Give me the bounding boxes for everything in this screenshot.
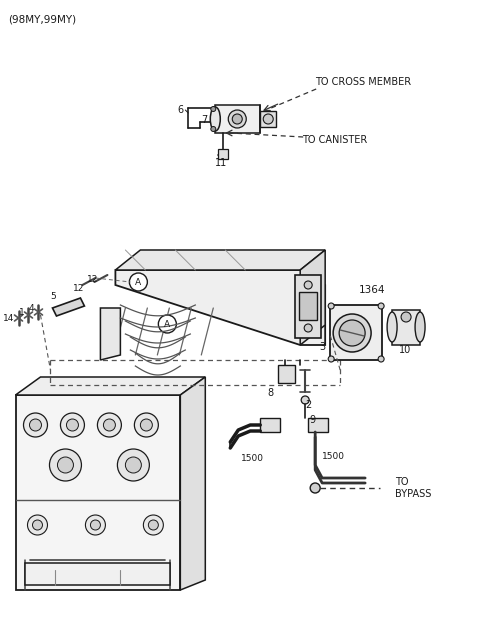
Circle shape [232,114,242,124]
Text: (98MY,99MY): (98MY,99MY) [9,14,77,24]
Circle shape [24,413,48,437]
Circle shape [66,419,78,431]
Circle shape [304,281,312,289]
Circle shape [103,419,115,431]
Text: TO CROSS MEMBER: TO CROSS MEMBER [315,77,411,87]
Text: TO CANISTER: TO CANISTER [302,135,368,145]
Text: 6: 6 [177,105,183,115]
Circle shape [401,312,411,322]
Circle shape [228,110,246,128]
Circle shape [144,515,163,535]
Circle shape [29,419,41,431]
Circle shape [140,419,152,431]
Bar [308,418,328,432]
Polygon shape [100,308,120,360]
Circle shape [378,303,384,309]
Circle shape [333,314,371,352]
Text: 5: 5 [51,291,57,300]
Circle shape [301,396,309,404]
Text: 14: 14 [3,314,14,323]
Polygon shape [330,305,382,360]
Bar [216,105,260,133]
Circle shape [60,413,84,437]
Circle shape [339,320,365,346]
Circle shape [304,324,312,332]
Circle shape [328,303,334,309]
Circle shape [118,449,149,481]
Text: 11: 11 [215,158,228,168]
Bar [392,310,420,345]
Bar [260,418,280,432]
Polygon shape [115,270,325,345]
Text: A: A [164,320,170,328]
Polygon shape [115,250,325,270]
Circle shape [158,315,176,333]
Bar [299,292,317,320]
Circle shape [130,273,147,291]
Polygon shape [295,275,321,338]
Text: 1500: 1500 [241,454,264,463]
Circle shape [90,520,100,530]
Text: 3: 3 [319,342,325,352]
Circle shape [33,520,42,530]
Text: 8: 8 [267,388,273,398]
Circle shape [211,107,216,111]
Text: 12: 12 [87,275,98,284]
Text: A: A [135,277,142,286]
Circle shape [378,356,384,362]
Circle shape [49,449,82,481]
Bar [278,365,295,383]
Text: 9: 9 [309,415,315,425]
Circle shape [27,515,48,535]
Ellipse shape [387,312,397,342]
Circle shape [328,356,334,362]
Circle shape [58,457,73,473]
Text: TO
BYPASS: TO BYPASS [395,477,432,499]
Polygon shape [15,377,205,395]
Text: 1500: 1500 [322,452,345,461]
Text: 1364: 1364 [359,285,385,295]
Bar [25,563,170,585]
Polygon shape [300,250,325,345]
Circle shape [134,413,158,437]
Text: 12: 12 [73,284,84,293]
Text: 2: 2 [305,400,312,410]
Polygon shape [180,377,205,590]
Text: 1: 1 [19,307,24,316]
Text: 7: 7 [201,115,207,125]
Ellipse shape [210,107,220,131]
Text: 10: 10 [399,345,411,355]
Bar [260,111,276,127]
Circle shape [148,520,158,530]
Bar [218,149,228,159]
Circle shape [263,114,273,124]
Polygon shape [15,395,180,590]
Ellipse shape [415,312,425,342]
Text: 4: 4 [29,304,35,312]
Circle shape [310,483,320,493]
Circle shape [125,457,142,473]
Polygon shape [52,298,84,316]
Circle shape [85,515,106,535]
Circle shape [211,127,216,132]
Circle shape [97,413,121,437]
